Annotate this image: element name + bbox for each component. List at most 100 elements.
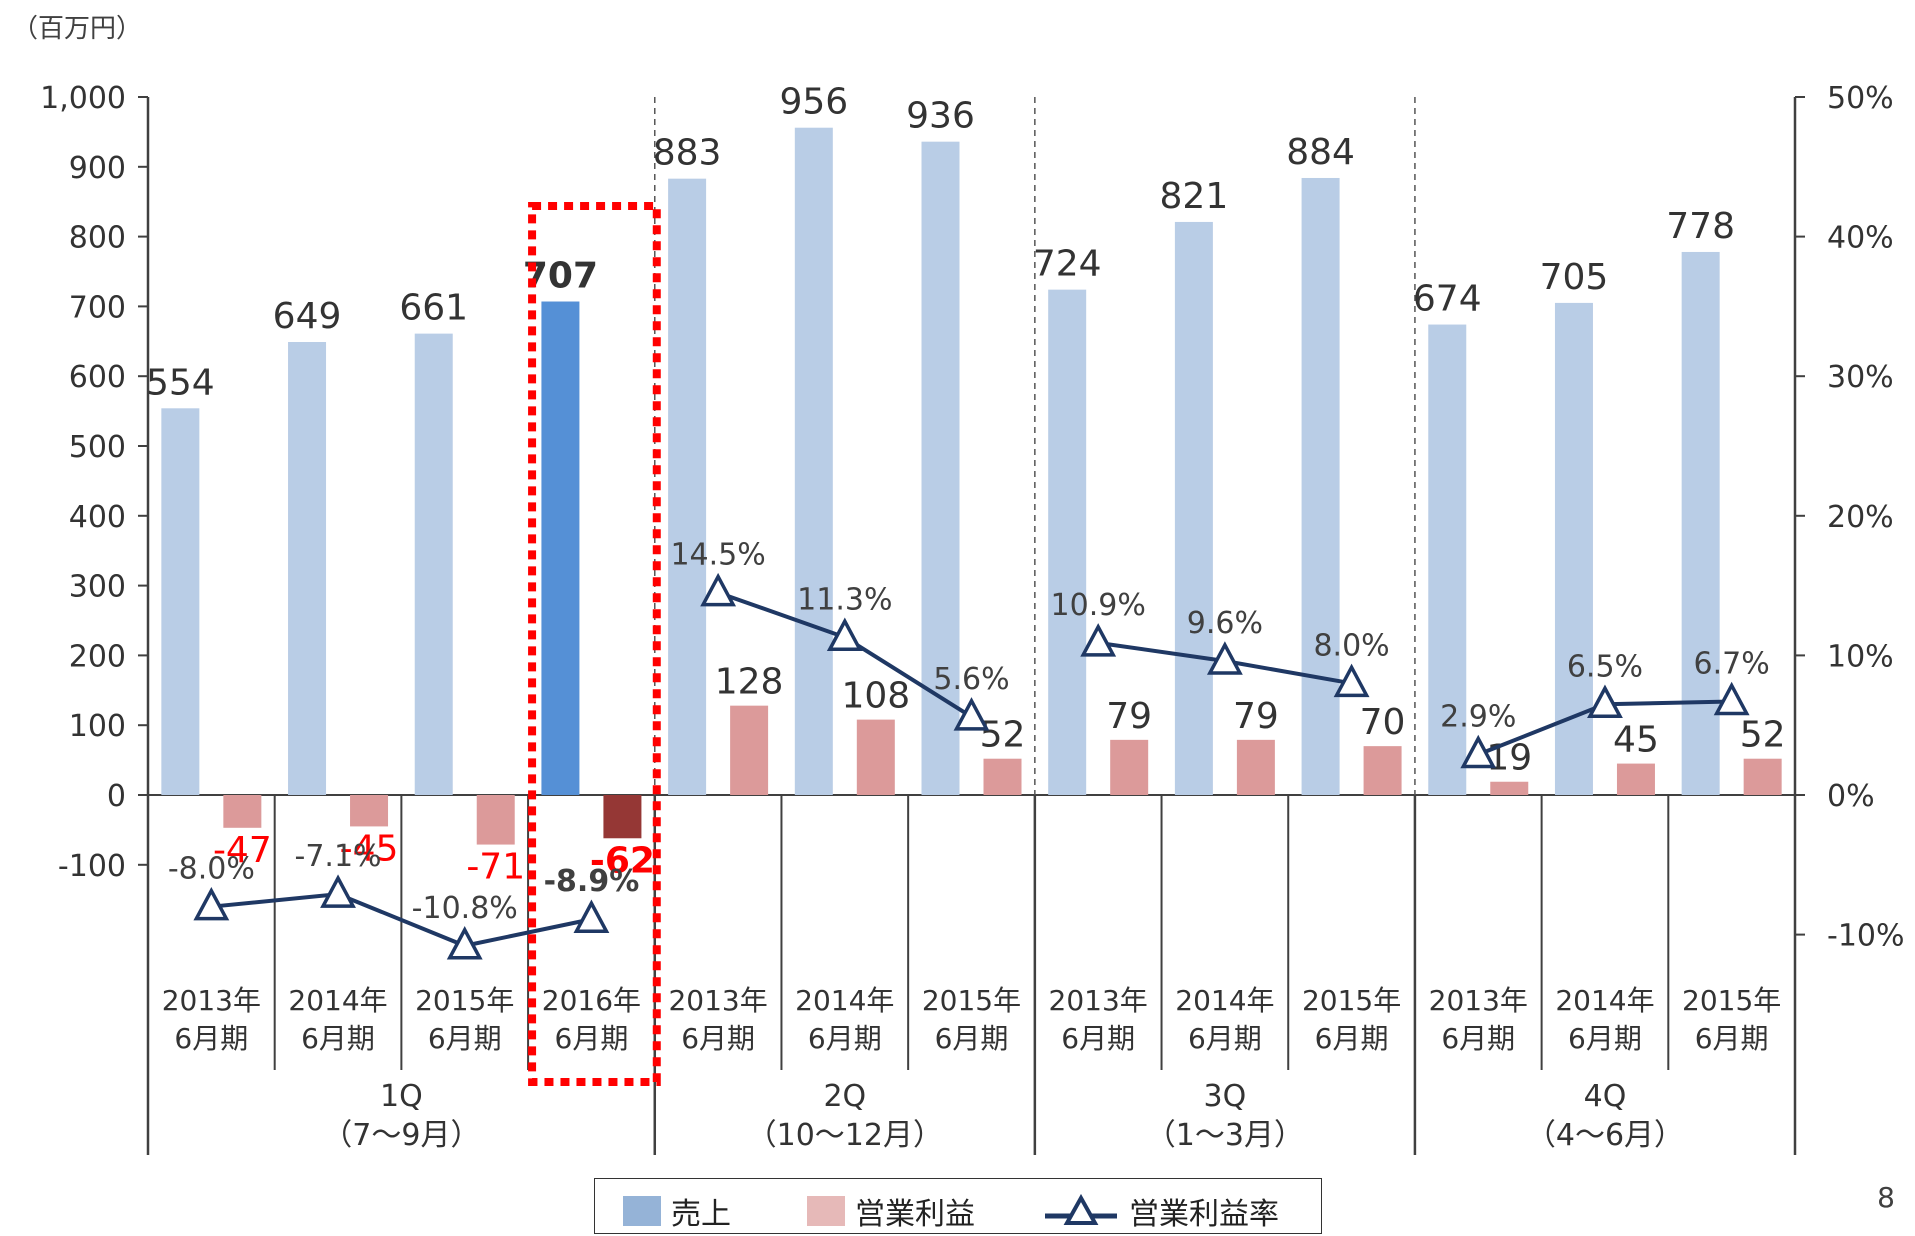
sales-value-label: 884: [1286, 132, 1355, 173]
op-margin-marker: [1460, 734, 1497, 769]
category-label-year: 2013年: [1429, 984, 1528, 1017]
op-margin-value-label: 10.9%: [1051, 588, 1146, 623]
op-margin-marker: [320, 874, 356, 908]
y-axis-left-tick-label: 1,000: [40, 81, 126, 116]
y-axis-left-tick-label: 500: [69, 430, 126, 465]
sales-value-label: 649: [273, 296, 342, 337]
sales-bar: [1048, 289, 1087, 795]
sales-bar: [288, 341, 327, 795]
op-profit-bar: [1363, 746, 1402, 795]
sales-value-label: 674: [1413, 279, 1482, 320]
op-profit-value-label: 70: [1360, 702, 1406, 743]
category-label-period: 6月期: [935, 1022, 1009, 1055]
y-axis-unit-label: （百万円）: [12, 14, 143, 44]
sales-bar: [161, 408, 200, 795]
sales-value-label: 554: [146, 362, 215, 403]
sales-bar: [921, 141, 960, 795]
category-label-year: 2013年: [162, 984, 261, 1017]
op-profit-value-label: -47: [213, 830, 272, 871]
category-label-year: 2016年: [542, 984, 641, 1017]
y-axis-left-tick-label: 600: [69, 360, 126, 395]
chart-legend: 売上 営業利益 営業利益率: [594, 1178, 1322, 1234]
sales-bar: [668, 178, 707, 795]
sales-value-label: 883: [653, 133, 722, 174]
op-margin-value-label: 2.9%: [1440, 700, 1516, 735]
legend-item-op-profit: 営業利益: [807, 1189, 975, 1233]
category-label-year: 2015年: [1682, 984, 1781, 1017]
op-profit-value-label: 19: [1486, 738, 1532, 779]
y-axis-left-tick-label: 700: [69, 290, 126, 325]
group-label: 4Q: [1584, 1079, 1627, 1114]
sales-value-label: 707: [523, 256, 598, 297]
legend-item-op-margin: 営業利益率: [1043, 1189, 1279, 1233]
op-profit-bar: [350, 795, 389, 827]
op-margin-value-label: 6.7%: [1694, 646, 1770, 681]
op-profit-bar: [1490, 781, 1529, 795]
sales-bar: [1681, 251, 1720, 795]
category-label-period: 6月期: [681, 1022, 755, 1055]
op-margin-value-label: -8.0%: [168, 852, 255, 887]
op-margin-value-label: -10.8%: [412, 891, 518, 926]
sales-profit-chart: 1,000 900 800 700 600 500 400 300 200 100 0 -100 50%…: [40, 81, 1905, 1155]
y-axis-right-tick-label: -10%: [1827, 919, 1905, 954]
group-months-label: （10～12月）: [747, 1118, 943, 1153]
group-label: 1Q: [380, 1079, 423, 1114]
legend-label-op-profit: 営業利益: [855, 1197, 975, 1232]
y-axis-left-tick-label: 300: [69, 570, 126, 605]
op-profit-bar: [476, 795, 515, 845]
legend-swatch-op-profit: [807, 1196, 845, 1226]
category-label-period: 6月期: [301, 1022, 375, 1055]
highlight-box: [528, 202, 661, 1086]
sales-value-label: 705: [1540, 257, 1609, 298]
op-margin-value-label: 9.6%: [1187, 606, 1263, 641]
op-margin-value-label: 5.6%: [933, 662, 1009, 697]
op-margin-marker: [953, 697, 990, 731]
category-label-year: 2013年: [668, 984, 767, 1017]
group-months-label: （1～3月）: [1146, 1118, 1304, 1153]
group-months-label: （4～6月）: [1526, 1118, 1684, 1153]
category-label-period: 6月期: [1441, 1022, 1515, 1055]
category-label-period: 6月期: [808, 1022, 882, 1055]
y-axis-right-tick-label: 50%: [1827, 81, 1894, 116]
category-label-period: 6月期: [1188, 1022, 1262, 1055]
y-axis-right-tick-label: 10%: [1827, 639, 1894, 674]
op-profit-value-label: 79: [1106, 696, 1152, 737]
sales-bar: [414, 333, 453, 795]
op-profit-value-label: 108: [841, 676, 910, 717]
category-label-year: 2014年: [795, 984, 894, 1017]
op-profit-value-label: 52: [980, 715, 1026, 756]
category-label-year: 2015年: [415, 984, 514, 1017]
y-axis-left-tick-label: 900: [69, 151, 126, 186]
page-number: 8: [1877, 1181, 1895, 1214]
y-axis-left-tick-label: 800: [69, 221, 126, 256]
op-margin-value-label: 11.3%: [797, 582, 892, 617]
legend-line-triangle-icon: [1045, 1194, 1117, 1225]
op-profit-bar: [1743, 758, 1782, 795]
op-profit-value-label: 45: [1613, 720, 1659, 761]
sales-value-label: 778: [1666, 206, 1735, 247]
sales-bar: [1174, 221, 1213, 795]
group-label: 3Q: [1204, 1079, 1247, 1114]
sales-value-label: 661: [399, 288, 468, 329]
op-margin-marker: [1206, 641, 1243, 675]
group-label: 2Q: [823, 1079, 866, 1114]
group-months-label: （7～9月）: [322, 1118, 480, 1153]
category-label-period: 6月期: [1061, 1022, 1135, 1055]
category-label-period: 6月期: [174, 1022, 248, 1055]
op-profit-value-label: 79: [1233, 696, 1279, 737]
legend-item-sales: 売上: [623, 1189, 731, 1233]
op-margin-marker: [1080, 623, 1117, 657]
y-axis-left-tick-label: 0: [107, 779, 126, 814]
category-label-year: 2015年: [1302, 984, 1401, 1017]
op-margin-value-label: 8.0%: [1313, 628, 1389, 663]
op-profit-value-label: -45: [340, 828, 399, 869]
sales-value-label: 724: [1033, 244, 1102, 285]
op-margin-line: [211, 892, 592, 948]
op-margin-marker: [573, 899, 610, 933]
op-profit-bar: [1110, 739, 1149, 795]
op-profit-value-label: -71: [466, 847, 525, 888]
op-margin-value-label: 14.5%: [670, 538, 765, 573]
op-profit-value-label: 52: [1740, 715, 1786, 756]
legend-label-op-margin: 営業利益率: [1129, 1197, 1279, 1232]
op-margin-value-label: -7.1%: [295, 839, 382, 874]
